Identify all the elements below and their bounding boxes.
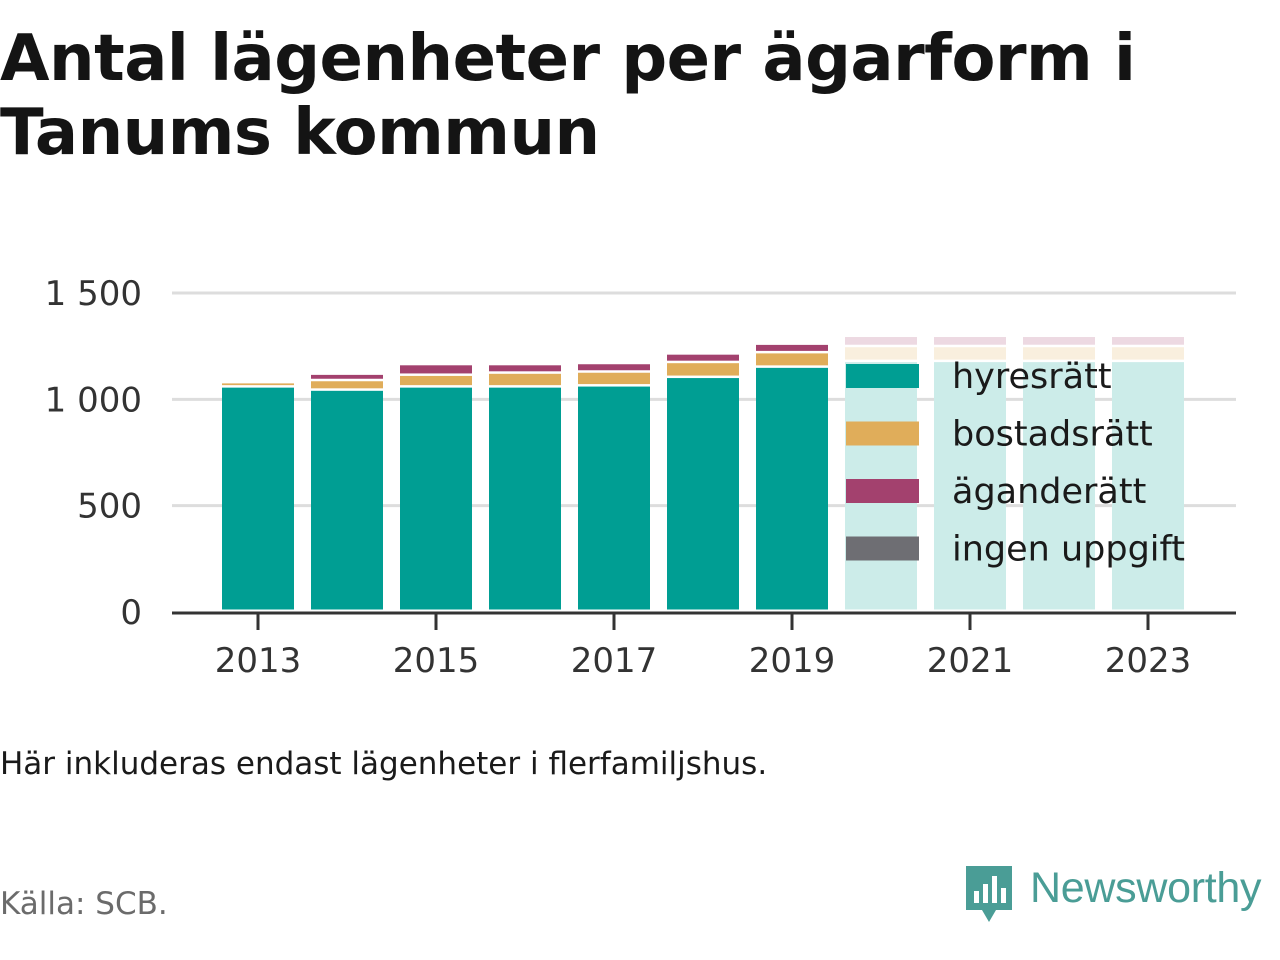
- bar-segment: [1023, 362, 1095, 610]
- bar-segment: [1023, 347, 1095, 360]
- y-tick-label: 500: [77, 487, 142, 527]
- y-tick-label: 0: [120, 593, 142, 633]
- bar-segment: [489, 365, 561, 372]
- bar-segment: [311, 381, 383, 389]
- bar-segment: [934, 347, 1006, 360]
- legend-swatch: [846, 479, 919, 503]
- bar-segment: [311, 390, 383, 610]
- bar-segment: [400, 365, 472, 374]
- bar-segment: [489, 387, 561, 610]
- bar-segment: [667, 378, 739, 610]
- bar-segment: [578, 372, 650, 385]
- source-text: Källa: SCB.: [0, 886, 168, 922]
- legend-swatch: [846, 421, 919, 446]
- chart-note: Här inkluderas endast lägenheter i flerf…: [0, 746, 768, 782]
- bar-segment: [578, 386, 650, 610]
- bar-segment: [934, 337, 1006, 345]
- legend-label: ingen uppgift: [952, 530, 1185, 570]
- bar-segment: [845, 347, 917, 360]
- bar-segment: [1112, 362, 1184, 610]
- x-tick-label: 2017: [571, 641, 658, 681]
- chart-title: Antal lägenheter per ägarform i Tanums k…: [0, 22, 1136, 170]
- legend: hyresrätt bostadsrätt äganderätt ingen uppg…: [846, 357, 1185, 570]
- bar-segment: [667, 354, 739, 361]
- bar-segment: [1023, 337, 1095, 345]
- bar-segment: [222, 383, 294, 386]
- x-tick-label: 2023: [1105, 641, 1192, 681]
- bar-segment: [845, 337, 917, 345]
- y-axis-ticks: 0 500 1 000 1 500: [45, 274, 142, 633]
- legend-label: äganderätt: [952, 472, 1146, 512]
- bar-segment: [667, 363, 739, 376]
- newsworthy-logo: Newsworthy: [962, 864, 1280, 928]
- x-tick-label: 2019: [749, 641, 836, 681]
- newsworthy-chart-bubble-icon: [966, 866, 1012, 922]
- legend-label: bostadsrätt: [952, 415, 1153, 455]
- bar-segment: [756, 353, 828, 366]
- logo-text: Newsworthy: [1030, 864, 1262, 912]
- x-tick-label: 2013: [215, 641, 302, 681]
- x-axis: 2013 2015 2017 2019 2021 2023: [172, 611, 1236, 681]
- y-tick-label: 1 500: [45, 274, 142, 314]
- bar-segment: [1112, 347, 1184, 360]
- bar-segment: [400, 387, 472, 610]
- bar-segment: [756, 344, 828, 351]
- bars: [222, 337, 1184, 610]
- legend-swatch: [846, 364, 919, 388]
- bar-segment: [400, 375, 472, 386]
- legend-swatch: [846, 536, 919, 561]
- bar-segment: [1112, 337, 1184, 345]
- bar-segment: [578, 364, 650, 371]
- bar-segment: [489, 373, 561, 386]
- x-tick-label: 2021: [927, 641, 1014, 681]
- bar-segment: [934, 362, 1006, 610]
- bar-segment: [222, 387, 294, 610]
- legend-label: hyresrätt: [952, 357, 1112, 397]
- y-tick-label: 1 000: [45, 380, 142, 420]
- bar-segment: [756, 367, 828, 610]
- x-tick-label: 2015: [393, 641, 480, 681]
- bar-segment: [311, 374, 383, 379]
